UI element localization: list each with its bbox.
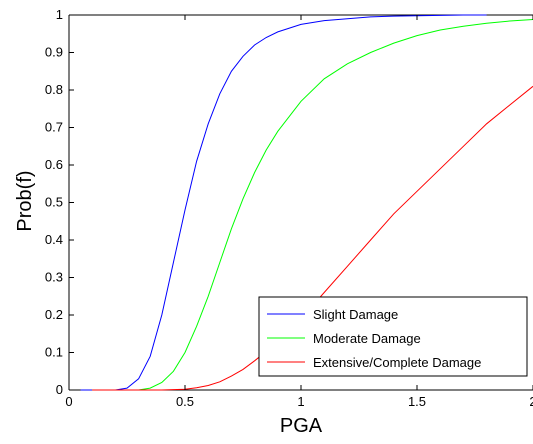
y-tick-label: 0.7: [45, 120, 63, 135]
x-tick-label: 1.5: [408, 394, 426, 409]
legend-label-slight-damage: Slight Damage: [313, 307, 398, 322]
x-tick-label: 2: [529, 394, 533, 409]
y-tick-label: 0.1: [45, 345, 63, 360]
legend-box: [258, 296, 528, 377]
x-axis-label: PGA: [280, 415, 323, 437]
y-tick-label: 0.6: [45, 157, 63, 172]
series-line-slight-damage: [80, 14, 487, 391]
x-tick-label: 0.5: [176, 394, 194, 409]
y-tick-label: 0.3: [45, 270, 63, 285]
y-tick-label: 0.2: [45, 307, 63, 322]
y-axis-label: Prob(f): [14, 170, 36, 231]
y-tick-label: 0.5: [45, 195, 63, 210]
legend-label-extensive-complete-damage: Extensive/Complete Damage: [313, 355, 481, 370]
legend-label-moderate-damage: Moderate Damage: [313, 331, 421, 346]
series-line-moderate-damage: [92, 19, 533, 391]
y-tick-label: 0.4: [45, 232, 63, 247]
x-tick-label: 1: [297, 394, 304, 409]
y-tick-label: 0.8: [45, 82, 63, 97]
x-tick-label: 0: [65, 394, 72, 409]
y-tick-label: 0: [56, 382, 63, 397]
y-tick-label: 0.9: [45, 45, 63, 60]
y-tick-label: 1: [56, 7, 63, 22]
